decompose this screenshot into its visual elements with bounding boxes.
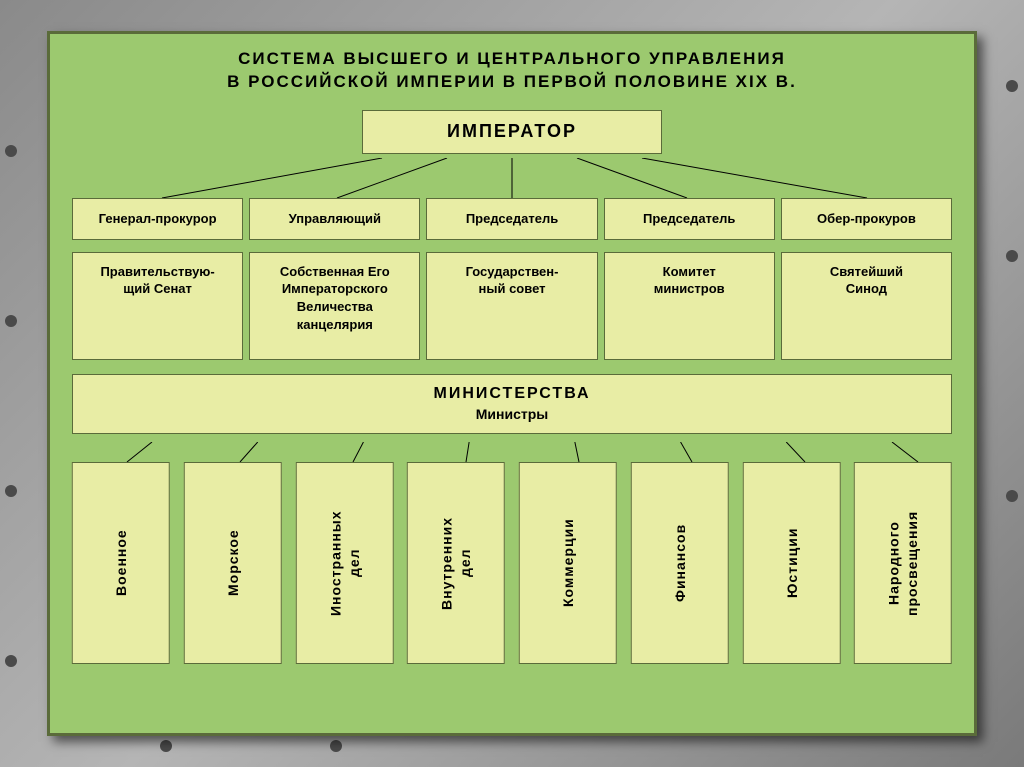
ministries-title: МИНИСТЕРСТВА	[434, 383, 591, 405]
ministry-box-1: Морское	[184, 462, 282, 664]
ministries-box: МИНИСТЕРСТВА Министры	[72, 374, 952, 434]
body-box-1: Собственная ЕгоИмператорскогоВеличествак…	[249, 252, 420, 360]
official-box-0: Генерал-прокурор	[72, 198, 243, 240]
ministry-box-2: Иностранныхдел	[296, 462, 394, 664]
ministry-box-7: Народногопросвещения	[854, 462, 952, 664]
body-box-2: Государствен-ный совет	[426, 252, 597, 360]
title-line-2: В РОССИЙСКОЙ ИМПЕРИИ В ПЕРВОЙ ПОЛОВИНЕ X…	[227, 72, 797, 91]
ministry-box-4: Коммерции	[519, 462, 617, 664]
connectors-top	[72, 158, 956, 198]
body-box-4: СвятейшийСинод	[781, 252, 952, 360]
ministry-box-0: Военное	[72, 462, 170, 664]
official-box-4: Обер-прокуров	[781, 198, 952, 240]
body-box-3: Комитетминистров	[604, 252, 775, 360]
emperor-box: ИМПЕРАТОР	[362, 110, 662, 154]
ministry-box-5: Финансов	[631, 462, 729, 664]
ministries-subtitle: Министры	[476, 405, 548, 425]
title-line-1: СИСТЕМА ВЫСШЕГО И ЦЕНТРАЛЬНОГО УПРАВЛЕНИ…	[238, 49, 786, 68]
ministry-box-3: Внутреннихдел	[407, 462, 505, 664]
body-box-0: Правительствую-щий Сенат	[72, 252, 243, 360]
official-box-3: Председатель	[604, 198, 775, 240]
emperor-row: ИМПЕРАТОР	[72, 110, 952, 154]
official-box-2: Председатель	[426, 198, 597, 240]
official-box-1: Управляющий	[249, 198, 420, 240]
officials-row: Генерал-прокурорУправляющийПредседательП…	[72, 198, 952, 240]
org-chart-panel: СИСТЕМА ВЫСШЕГО И ЦЕНТРАЛЬНОГО УПРАВЛЕНИ…	[47, 31, 977, 736]
chart-title: СИСТЕМА ВЫСШЕГО И ЦЕНТРАЛЬНОГО УПРАВЛЕНИ…	[72, 48, 952, 94]
ministry-box-6: Юстиции	[743, 462, 841, 664]
connectors-bottom	[72, 442, 956, 462]
bodies-row: Правительствую-щий СенатСобственная ЕгоИ…	[72, 252, 952, 360]
ministries-row: ВоенноеМорскоеИностранныхделВнутреннихде…	[72, 462, 952, 664]
